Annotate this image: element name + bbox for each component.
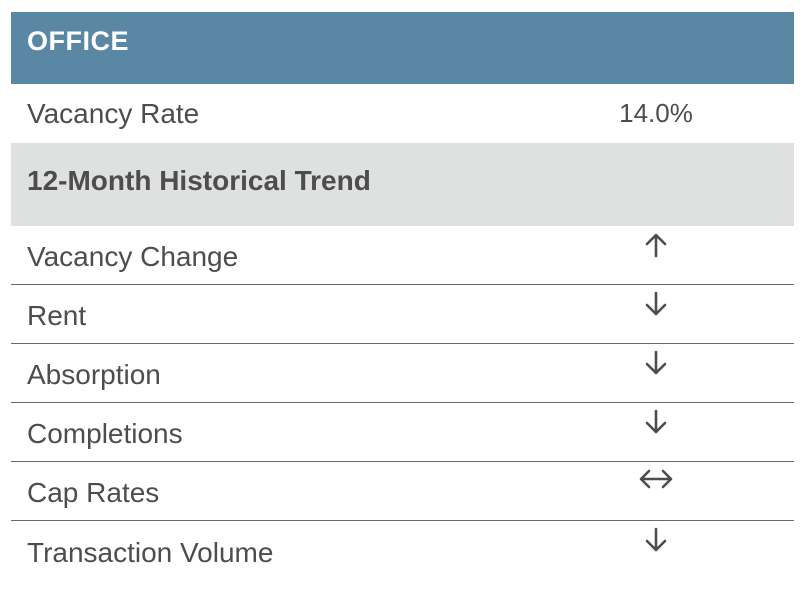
vacancy-rate-value: 14.0% <box>619 98 693 128</box>
arrow-up-icon <box>566 232 746 263</box>
trend-row-cap-rates: Cap Rates <box>11 462 794 521</box>
trend-row-rent: Rent <box>11 285 794 344</box>
trend-label: Absorption <box>27 359 161 390</box>
arrow-down-icon <box>566 291 746 322</box>
arrow-down-icon <box>566 409 746 440</box>
trend-label: Cap Rates <box>27 477 160 508</box>
trend-label: Transaction Volume <box>27 536 274 568</box>
trend-label: Vacancy Change <box>27 241 239 272</box>
trend-section-header: 12-Month Historical Trend <box>11 143 794 226</box>
arrow-left-right-icon <box>566 468 746 495</box>
arrow-down-icon <box>566 350 746 381</box>
office-table: OFFICE Vacancy Rate 14.0% 12-Month Histo… <box>11 12 794 580</box>
trend-row-completions: Completions <box>11 403 794 462</box>
trend-row-absorption: Absorption <box>11 344 794 403</box>
trend-row-transaction-volume: Transaction Volume <box>11 521 794 580</box>
vacancy-rate-row: Vacancy Rate 14.0% <box>11 84 794 143</box>
table-header: OFFICE <box>11 12 794 84</box>
trend-row-vacancy-change: Vacancy Change <box>11 226 794 285</box>
header-title: OFFICE <box>27 25 129 56</box>
trend-label: Completions <box>27 418 183 449</box>
trend-section-title: 12-Month Historical Trend <box>27 164 371 196</box>
arrow-down-icon <box>566 527 746 558</box>
trend-label: Rent <box>27 300 87 331</box>
vacancy-rate-label: Vacancy Rate <box>27 97 200 129</box>
